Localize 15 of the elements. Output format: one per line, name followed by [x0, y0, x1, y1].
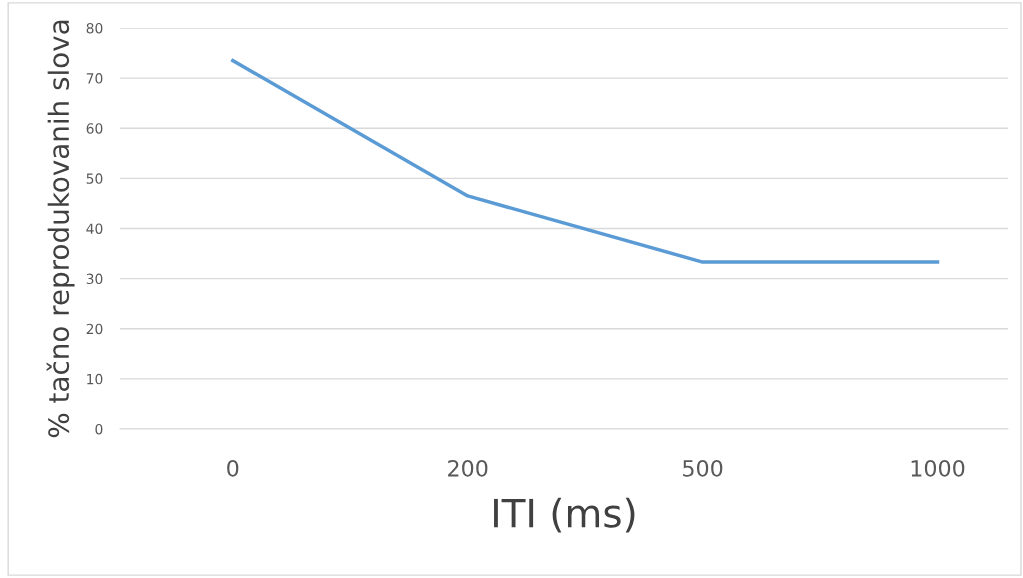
- y-tick-label: 60: [86, 123, 103, 134]
- x-tick-label: 0: [227, 459, 239, 477]
- y-tick-label: 20: [86, 323, 103, 335]
- x-axis-title: ITI (ms): [494, 497, 635, 533]
- y-tick-label: 80: [86, 22, 103, 34]
- y-tick-label: 30: [86, 273, 103, 285]
- y-axis-title: % tačno reprodukovanih slova: [46, 20, 75, 438]
- x-tick-label: 500: [683, 459, 723, 477]
- y-tick-label: 50: [86, 173, 103, 184]
- y-tick-label: 0: [95, 423, 103, 435]
- y-tick-label: 10: [87, 373, 103, 385]
- x-tick-label: 200: [448, 459, 488, 477]
- y-tick-label: 70: [86, 73, 103, 84]
- x-tick-label: 1000: [911, 459, 965, 477]
- y-tick-label: 40: [86, 223, 103, 234]
